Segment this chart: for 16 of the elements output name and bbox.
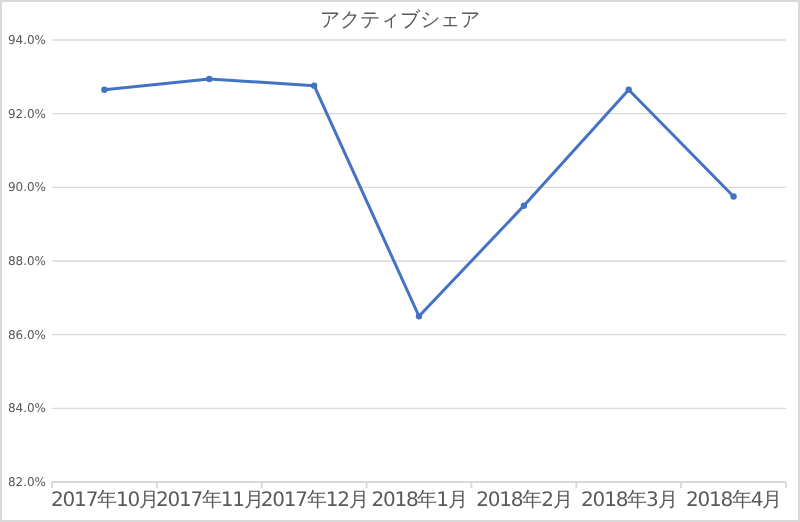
point xyxy=(625,86,632,93)
point xyxy=(415,313,423,320)
x-tick-label: 2017年12月 xyxy=(260,488,368,513)
x-tick-label: 2018年1月 xyxy=(371,488,467,513)
point xyxy=(101,86,108,93)
x-tick-label: 2017年10月 xyxy=(51,488,158,513)
x-tick-label: 2017年11月 xyxy=(155,488,263,513)
line-series xyxy=(101,75,737,320)
point xyxy=(730,193,737,200)
x-tick-label: 2018年4月 xyxy=(685,488,782,513)
x-tick-label: 2018年3月 xyxy=(581,488,677,513)
x-tick-label: 2018年2月 xyxy=(476,488,572,513)
point xyxy=(520,202,528,209)
point xyxy=(310,82,318,89)
point xyxy=(206,75,213,83)
chart-title: アクティブシェア xyxy=(320,8,480,32)
